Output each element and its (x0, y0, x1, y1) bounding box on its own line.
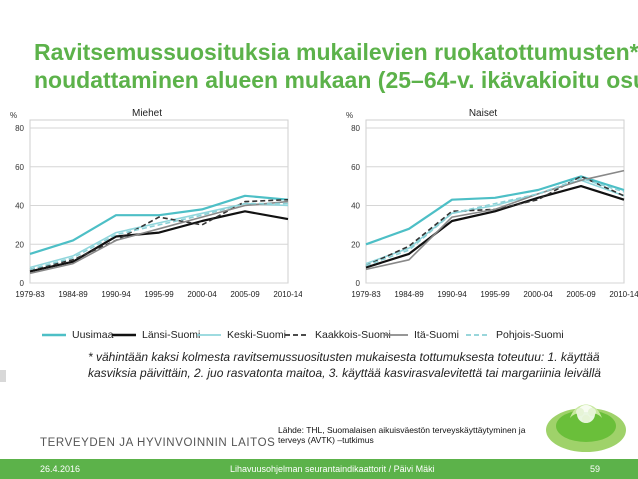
legend-label: Uusimaa (72, 329, 114, 341)
legend-item: Länsi-Suomi (112, 326, 200, 344)
x-tick-label: 1984-89 (58, 290, 88, 299)
legend-swatch (112, 333, 136, 337)
legend-label: Keski-Suomi (227, 329, 286, 341)
legend-swatch (466, 334, 490, 336)
legend-item: Keski-Suomi (197, 326, 286, 344)
slide-title: Ravitsemussuosituksia mukailevien ruokat… (34, 38, 638, 94)
slide-edge-decoration (0, 370, 6, 382)
x-tick-label: 1984-89 (394, 290, 424, 299)
legend-item: Kaakkois-Suomi (285, 326, 391, 344)
legend-item: Pohjois-Suomi (466, 326, 564, 344)
y-tick-label: 60 (15, 163, 24, 172)
y-tick-label: 80 (351, 124, 360, 133)
plot-frame (365, 119, 625, 284)
slide-title-line-2: noudattaminen alueen mukaan (25–64-v. ik… (34, 67, 638, 93)
y-tick-label: 40 (351, 202, 360, 211)
legend-swatch (285, 334, 309, 336)
y-tick-label: 40 (15, 202, 24, 211)
series-line-lansi-suomi (365, 184, 625, 269)
chart-miehet: 0 20 40 60 80% Miehet 1979-83 1984-89 1990-94 199… (10, 108, 302, 299)
series-line-ita-suomi (365, 169, 625, 271)
legend-item: Uusimaa (42, 326, 113, 344)
x-tick-label: 2005-09 (566, 290, 596, 299)
footnote-line-2: kasviksia päivittäin, 2. juo rasvatonta … (88, 366, 601, 380)
thl-logo-icon (546, 404, 626, 452)
x-tick-label: 2010-14 (273, 290, 302, 299)
chart-legend: Uusimaa Länsi-Suomi Keski-Suomi Kaakkois-Su… (42, 326, 638, 344)
x-tick-label: 2000-04 (187, 290, 217, 299)
legend-swatch (384, 334, 408, 336)
y-tick-label: 0 (356, 279, 361, 288)
footer-page-number: 59 (590, 464, 601, 474)
x-tick-label: 1990-94 (437, 290, 467, 299)
y-axis-label: % (10, 111, 17, 120)
x-tick-label: 1990-94 (101, 290, 131, 299)
series-line-lansi-suomi (29, 210, 289, 273)
footnote: * vähintään kaksi kolmesta ravitsemussuo… (88, 349, 638, 381)
x-tick-label: 1995-99 (480, 290, 510, 299)
series-line-uusimaa (365, 175, 625, 246)
x-tick-label: 2005-09 (230, 290, 260, 299)
slide-title-line-1: Ravitsemussuosituksia mukailevien ruokat… (34, 39, 638, 65)
y-axis-label: % (346, 111, 353, 120)
legend-label: Kaakkois-Suomi (315, 329, 391, 341)
chart-naiset: 0 20 40 60 80% Naiset 1979-83 1984-89 1990-94 199… (346, 108, 638, 299)
footnote-line-1: * vähintään kaksi kolmesta ravitsemussuo… (88, 350, 600, 364)
series-line-ita-suomi (29, 200, 289, 275)
panel-title-naiset: Naiset (469, 108, 498, 119)
legend-label: Itä-Suomi (414, 329, 459, 341)
y-tick-label: 20 (15, 240, 24, 249)
x-tick-label: 2010-14 (609, 290, 638, 299)
footer-presentation-title: Lihavuusohjelman seurantaindikaattorit /… (230, 464, 435, 474)
x-tick-label: 1979-83 (351, 290, 381, 299)
x-tick-label: 1995-99 (144, 290, 174, 299)
y-tick-label: 0 (20, 279, 25, 288)
legend-swatch (197, 334, 221, 336)
source-note: Lähde: THL, Suomalaisen aikuisväestön te… (278, 425, 526, 445)
series-line-pohjois-suomi (365, 177, 625, 267)
series-line-uusimaa (29, 194, 289, 255)
x-tick-label: 2000-04 (523, 290, 553, 299)
legend-label: Pohjois-Suomi (496, 329, 564, 341)
y-tick-label: 60 (351, 163, 360, 172)
legend-item: Itä-Suomi (384, 326, 459, 344)
panel-title-miehet: Miehet (132, 108, 162, 119)
footer-date: 26.4.2016 (40, 464, 81, 474)
x-tick-label: 1979-83 (15, 290, 45, 299)
footer-bar: 26.4.2016 Lihavuusohjelman seurantaindik… (0, 459, 638, 479)
series-line-kaakkois-suomi (29, 198, 289, 271)
legend-label: Länsi-Suomi (142, 329, 201, 341)
y-tick-label: 20 (351, 240, 360, 249)
series-line-pohjois-suomi (29, 202, 288, 271)
y-tick-label: 80 (15, 124, 24, 133)
organization-name: TERVEYDEN JA HYVINVOINNIN LAITOS (40, 437, 276, 449)
legend-swatch (42, 333, 66, 337)
